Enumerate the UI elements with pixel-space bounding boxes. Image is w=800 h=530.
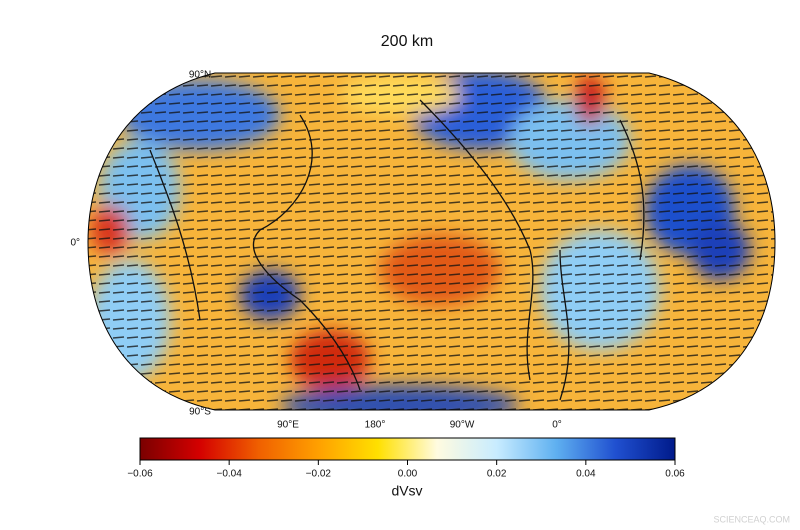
- map-title: 200 km: [381, 33, 433, 50]
- lat-label: 90°N: [189, 70, 211, 81]
- lat-label: 0°: [70, 238, 80, 249]
- lon-label: 180°: [365, 420, 386, 431]
- colorbar-tick-label: −0.02: [306, 469, 332, 480]
- colorbar-ticks: −0.06 −0.04 −0.02 0.00 0.02 0.04 0.06: [127, 460, 685, 480]
- lon-label: 90°W: [450, 420, 475, 431]
- lon-label: 90°E: [277, 420, 299, 431]
- watermark: SCIENCEAQ.COM: [713, 514, 790, 524]
- colorbar-tick-label: 0.02: [487, 469, 507, 480]
- colorbar-tick-label: −0.06: [127, 469, 153, 480]
- colorbar-tick-label: −0.04: [217, 469, 243, 480]
- map-frame: [87, 72, 776, 411]
- colorbar-label: dVsv: [391, 483, 422, 499]
- colorbar-tick-label: 0.04: [576, 469, 596, 480]
- lat-label: 90°S: [189, 407, 211, 418]
- colorbar: [139, 437, 676, 461]
- map: [88, 73, 775, 410]
- lon-label: 0°: [552, 420, 562, 431]
- colorbar-tick-label: 0.00: [398, 469, 418, 480]
- colorbar-tick-label: 0.06: [665, 469, 685, 480]
